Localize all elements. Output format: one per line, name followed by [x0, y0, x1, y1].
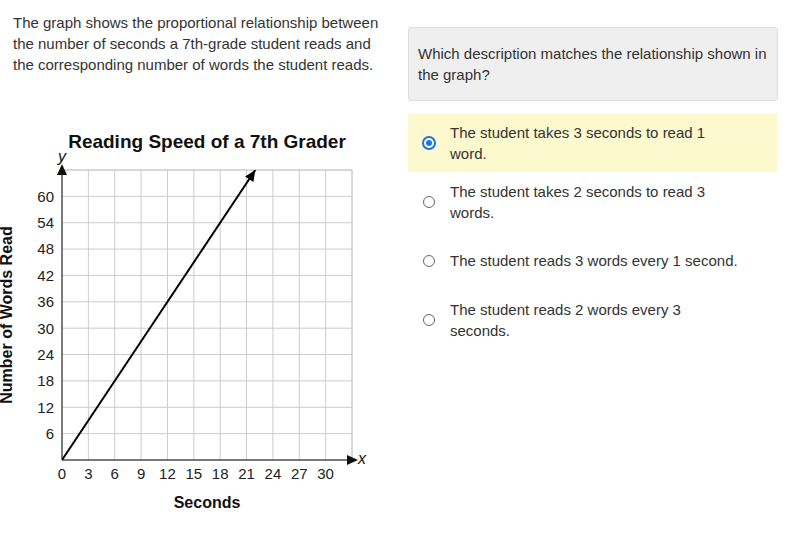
- html-text:The student reads 2 words ever: The student reads 2 words every 3 second…: [450, 300, 681, 339]
- html-text:y: y: [58, 148, 66, 165]
- svg-text:9: 9: [137, 465, 145, 482]
- svg-text:48: 48: [37, 240, 54, 257]
- svg-text:Number of Words Read: Number of Words Read: [8, 226, 15, 404]
- svg-text:42: 42: [37, 267, 54, 284]
- svg-text:21: 21: [238, 465, 255, 482]
- html-text:The graph shows the proportion: The graph shows the proportional relatio…: [13, 14, 379, 73]
- html-text:Which description matches the: Which description matches the relationsh…: [418, 45, 767, 83]
- svg-text:18: 18: [212, 465, 229, 482]
- svg-text:60: 60: [37, 188, 54, 205]
- html-text:The student takes 3 seconds to: The student takes 3 seconds to read 1 wo…: [450, 123, 706, 162]
- svg-text:36: 36: [37, 293, 54, 310]
- svg-text:18: 18: [37, 372, 54, 389]
- html-text:The student takes 2 seconds to: The student takes 2 seconds to read 3 wo…: [450, 182, 706, 221]
- svg-text:30: 30: [37, 320, 54, 337]
- svg-text:27: 27: [291, 465, 308, 482]
- html-text:x: x: [358, 450, 366, 467]
- svg-text:0: 0: [58, 465, 66, 482]
- svg-text:Seconds: Seconds: [174, 494, 241, 511]
- svg-text:24: 24: [37, 346, 54, 363]
- svg-text:54: 54: [37, 214, 54, 231]
- html-text:Reading Speed of a 7th Grader: Reading Speed of a 7th Grader: [68, 131, 346, 152]
- svg-text:6: 6: [46, 425, 54, 442]
- svg-text:15: 15: [185, 465, 202, 482]
- svg-text:6: 6: [111, 465, 119, 482]
- svg-text:12: 12: [159, 465, 176, 482]
- svg-text:3: 3: [84, 465, 92, 482]
- svg-text:12: 12: [37, 399, 54, 416]
- svg-text:24: 24: [265, 465, 282, 482]
- svg-text:30: 30: [317, 465, 334, 482]
- html-text:The student reads 3 words ever: The student reads 3 words every 1 second…: [450, 252, 738, 269]
